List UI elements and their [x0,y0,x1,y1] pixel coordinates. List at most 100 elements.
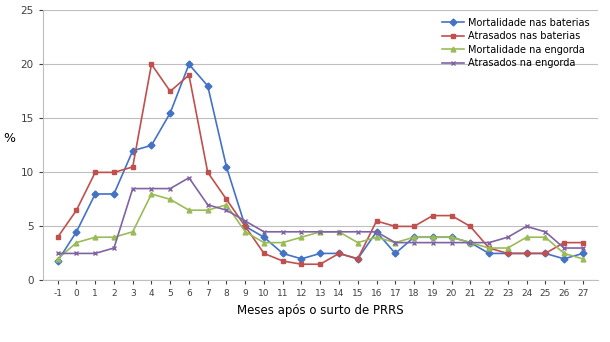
Atrasados nas baterias [129,165,137,169]
Mortalidade nas baterias [298,257,305,261]
Atrasados na engorda [542,230,549,234]
Atrasados nas baterias [486,246,493,250]
Atrasados nas baterias [204,170,212,174]
Atrasados na engorda [448,240,455,245]
Mortalidade na engorda [523,235,530,239]
Mortalidade na engorda [561,251,568,255]
Mortalidade nas baterias [279,251,287,255]
Atrasados na engorda [504,235,511,239]
Mortalidade na engorda [185,208,193,212]
Atrasados na engorda [561,246,568,250]
Mortalidade na engorda [504,246,511,250]
Atrasados na engorda [167,186,174,190]
Atrasados na engorda [223,208,230,212]
Atrasados nas baterias [298,262,305,266]
Mortalidade nas baterias [223,165,230,169]
Mortalidade nas baterias [354,257,361,261]
Mortalidade nas baterias [411,235,418,239]
Line: Atrasados na engorda: Atrasados na engorda [56,175,585,256]
Atrasados na engorda [392,240,399,245]
Line: Mortalidade nas baterias: Mortalidade nas baterias [56,62,585,263]
Mortalidade nas baterias [336,251,343,255]
Mortalidade na engorda [110,235,118,239]
Mortalidade nas baterias [167,111,174,115]
Mortalidade nas baterias [504,251,511,255]
Mortalidade na engorda [73,240,80,245]
Atrasados na engorda [54,251,62,255]
Mortalidade na engorda [54,257,62,261]
Mortalidade na engorda [148,192,155,196]
Atrasados nas baterias [242,224,249,228]
Atrasados nas baterias [110,170,118,174]
Atrasados na engorda [467,240,474,245]
Mortalidade na engorda [260,240,268,245]
Atrasados nas baterias [73,208,80,212]
Y-axis label: %: % [3,132,15,145]
Atrasados nas baterias [561,240,568,245]
Atrasados nas baterias [279,259,287,263]
Atrasados nas baterias [317,262,324,266]
Atrasados na engorda [486,240,493,245]
Atrasados nas baterias [185,73,193,77]
Atrasados na engorda [148,186,155,190]
Mortalidade nas baterias [148,143,155,147]
Mortalidade nas baterias [429,235,436,239]
Mortalidade nas baterias [579,251,586,255]
Mortalidade nas baterias [392,251,399,255]
Mortalidade na engorda [242,230,249,234]
Mortalidade nas baterias [448,235,455,239]
Mortalidade na engorda [317,230,324,234]
Mortalidade na engorda [167,197,174,201]
Mortalidade na engorda [542,235,549,239]
Atrasados nas baterias [167,89,174,93]
Mortalidade na engorda [336,230,343,234]
Mortalidade nas baterias [317,251,324,255]
Mortalidade nas baterias [523,251,530,255]
Mortalidade na engorda [298,235,305,239]
Mortalidade na engorda [579,257,586,261]
Atrasados na engorda [523,224,530,228]
Atrasados nas baterias [354,257,361,261]
Mortalidade na engorda [448,235,455,239]
Atrasados na engorda [354,230,361,234]
Atrasados nas baterias [429,213,436,218]
Mortalidade na engorda [373,235,380,239]
Atrasados nas baterias [542,251,549,255]
Atrasados nas baterias [392,224,399,228]
Mortalidade nas baterias [110,192,118,196]
Atrasados na engorda [336,230,343,234]
Atrasados nas baterias [467,224,474,228]
Mortalidade na engorda [486,246,493,250]
Atrasados na engorda [129,186,137,190]
Atrasados na engorda [204,203,212,207]
Mortalidade na engorda [279,240,287,245]
Atrasados na engorda [92,251,99,255]
Atrasados nas baterias [223,197,230,201]
Mortalidade nas baterias [467,240,474,245]
Atrasados nas baterias [411,224,418,228]
Mortalidade na engorda [429,235,436,239]
Atrasados na engorda [429,240,436,245]
Mortalidade na engorda [223,203,230,207]
Atrasados na engorda [185,176,193,180]
Atrasados na engorda [242,219,249,223]
Mortalidade nas baterias [73,230,80,234]
Mortalidade nas baterias [204,84,212,88]
Atrasados nas baterias [523,251,530,255]
Mortalidade nas baterias [242,224,249,228]
Atrasados na engorda [411,240,418,245]
Mortalidade nas baterias [54,259,62,263]
Mortalidade na engorda [354,240,361,245]
Mortalidade na engorda [92,235,99,239]
Mortalidade na engorda [204,208,212,212]
Atrasados nas baterias [579,240,586,245]
Atrasados na engorda [579,246,586,250]
Atrasados na engorda [298,230,305,234]
Legend: Mortalidade nas baterias, Atrasados nas baterias, Mortalidade na engorda, Atrasa: Mortalidade nas baterias, Atrasados nas … [439,15,593,71]
Atrasados nas baterias [260,251,268,255]
Atrasados nas baterias [336,251,343,255]
Mortalidade nas baterias [561,257,568,261]
Mortalidade nas baterias [129,149,137,153]
Line: Atrasados nas baterias: Atrasados nas baterias [56,62,585,267]
Atrasados nas baterias [373,219,380,223]
